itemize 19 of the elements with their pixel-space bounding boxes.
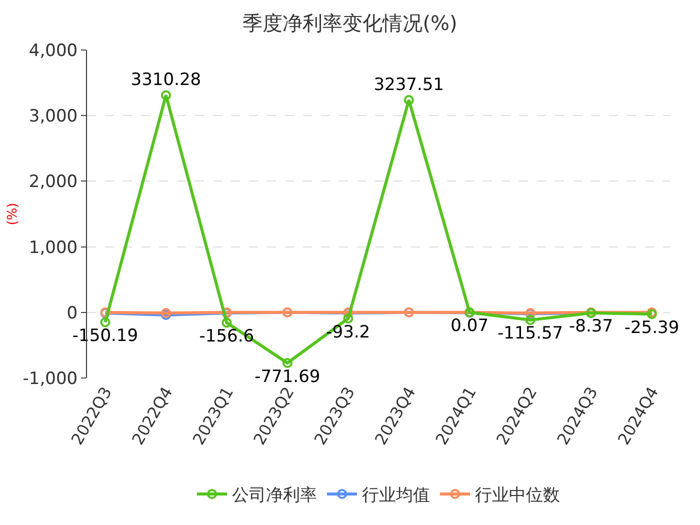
legend-label: 公司净利率 (232, 486, 317, 506)
legend-label: 行业均值 (362, 486, 430, 506)
chart-title: 季度净利率变化情况(%) (242, 10, 458, 35)
data-label: -771.69 (254, 366, 320, 387)
data-label: -25.39 (624, 318, 680, 338)
data-label: -93.2 (326, 322, 370, 342)
data-label: -115.57 (498, 324, 564, 344)
legend-label: 行业中位数 (475, 486, 560, 506)
y-tick-label: 3,000 (28, 106, 78, 127)
data-label: 3310.28 (130, 70, 202, 90)
y-tick-label: -1,000 (22, 368, 78, 389)
y-tick-label: 4,000 (28, 40, 78, 61)
data-label: -8.37 (569, 316, 614, 337)
y-tick-label: 0 (66, 303, 78, 324)
y-axis-title: (%) (6, 202, 21, 226)
data-label: 0.07 (450, 316, 489, 336)
data-label: 3237.51 (374, 74, 444, 95)
y-tick-label: 1,000 (28, 238, 78, 258)
y-tick-label: 2,000 (28, 172, 78, 192)
